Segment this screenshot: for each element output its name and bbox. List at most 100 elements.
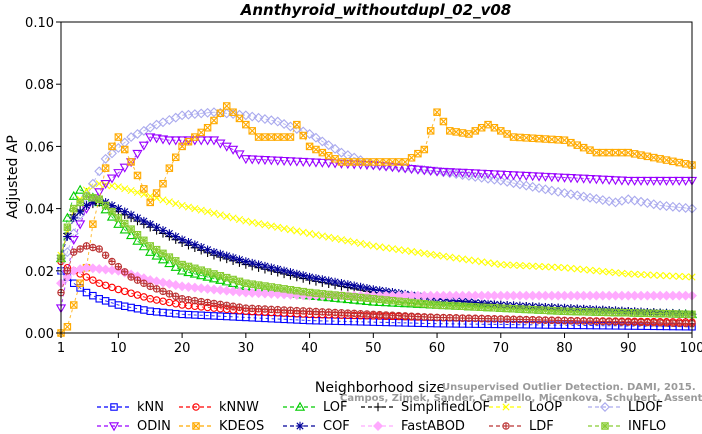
point-inflo (439, 301, 448, 310)
point-loop (210, 209, 218, 217)
legend-item-cof: COF (283, 419, 350, 434)
point-loop (560, 264, 569, 272)
point-loop (522, 262, 530, 270)
point-kdeos (439, 117, 448, 126)
point-inflo (567, 307, 575, 316)
point-ldof (342, 150, 353, 161)
point-odin (304, 158, 315, 168)
point-odin (196, 136, 207, 146)
point-ldf (152, 285, 161, 293)
legend-label-inflo: INFLO (628, 419, 666, 434)
point-ldof (565, 189, 576, 200)
point-inflo (599, 308, 607, 316)
point-odin (661, 176, 672, 186)
series-kdeos (57, 102, 696, 337)
point-fastabod (107, 265, 117, 276)
point-loop (567, 264, 575, 272)
point-ldof (585, 192, 595, 203)
point-ldof (272, 116, 283, 127)
point-knn (89, 291, 97, 300)
point-odin (323, 159, 334, 169)
point-cof (299, 271, 308, 280)
y-tick-label: 0.00 (25, 327, 54, 342)
point-lof (215, 274, 226, 284)
point-knnw (127, 289, 135, 297)
point-odin (380, 162, 392, 172)
legend-label-knn: kNN (137, 400, 164, 415)
point-loop (146, 192, 154, 200)
point-kdeos (152, 189, 161, 197)
point-ldof (476, 172, 487, 183)
point-ldof (132, 128, 143, 139)
point-loop (242, 217, 250, 225)
legend-item-fastabod: FastABOD (361, 419, 465, 434)
point-ldof (266, 115, 277, 126)
point-fastabod (215, 285, 226, 296)
point-loop (605, 268, 613, 276)
point-cof (69, 213, 78, 223)
point-ldf (458, 314, 467, 322)
x-tick-label: 70 (493, 341, 510, 356)
point-ldf (605, 317, 613, 326)
point-ldf (133, 276, 142, 284)
y-axis-label: Adjusted AP (5, 135, 21, 219)
point-ldf (452, 314, 460, 322)
y-tick-label: 0.02 (25, 265, 54, 280)
point-ldf (89, 243, 97, 252)
point-ldf (490, 315, 499, 323)
point-ldf (503, 315, 511, 323)
point-inflo (152, 245, 161, 254)
point-kdeos (433, 108, 441, 116)
point-ldof (655, 200, 666, 211)
point-odin (489, 170, 500, 180)
point-inflo (516, 305, 524, 313)
point-ldof (661, 201, 672, 212)
point-kdeos (337, 158, 346, 166)
point-ldf (541, 316, 550, 324)
point-odin (533, 172, 545, 182)
point-loop (235, 215, 244, 224)
point-odin (451, 168, 462, 178)
point-ldf (229, 302, 237, 311)
point-odin (74, 220, 86, 230)
point-loop (643, 271, 651, 279)
point-cof (369, 285, 378, 294)
x-tick-label: 40 (301, 341, 318, 356)
point-cof (120, 207, 129, 216)
point-inflo (458, 302, 467, 311)
point-ldf (286, 306, 295, 315)
legend-marker (373, 402, 383, 412)
point-cof (349, 281, 359, 290)
point-loop (305, 229, 314, 238)
point-inflo (108, 207, 116, 216)
point-loop (669, 272, 677, 280)
point-inflo (120, 219, 129, 228)
point-kdeos (497, 127, 505, 135)
point-cof (324, 276, 333, 285)
point-loop (299, 228, 307, 236)
point-loop (611, 269, 620, 277)
point-ldf (497, 315, 505, 323)
point-fastabod (259, 288, 270, 299)
legend-item-loop: LoOP (489, 400, 562, 415)
point-loop (414, 248, 422, 257)
point-odin (151, 134, 162, 144)
point-inflo (331, 291, 339, 299)
point-loop (471, 257, 479, 265)
point-ldf (548, 316, 556, 324)
point-kdeos (76, 279, 84, 287)
point-inflo (592, 308, 601, 316)
point-odin (266, 156, 277, 166)
point-inflo (350, 293, 358, 301)
point-kdeos (69, 301, 78, 309)
point-inflo (312, 289, 320, 297)
point-cof (184, 237, 193, 247)
point-ldf (414, 312, 422, 321)
point-odin (100, 179, 111, 190)
point-loop (439, 252, 448, 260)
legend-item-kdeos: KDEOS (179, 419, 264, 434)
point-odin (616, 176, 628, 186)
point-inflo (497, 304, 505, 312)
point-loop (662, 272, 671, 280)
point-lof (68, 190, 79, 200)
